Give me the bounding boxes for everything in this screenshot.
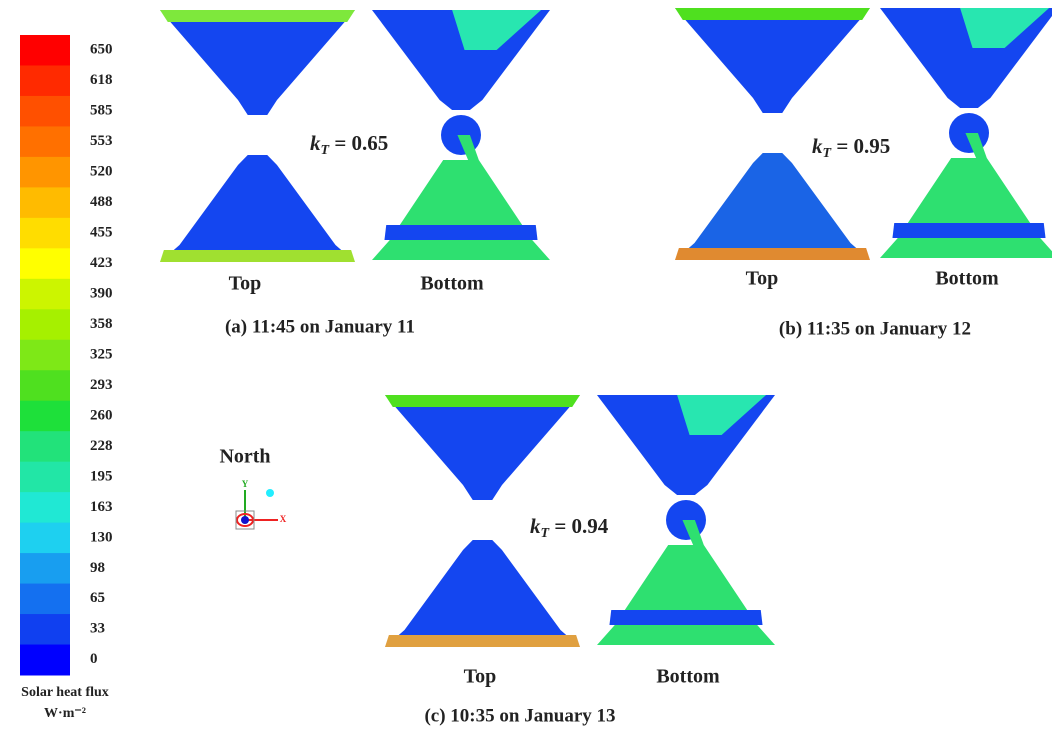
colorbar-tick-label: 423: [90, 255, 113, 271]
colorbar-band: [20, 96, 70, 127]
colorbar-band: [20, 614, 70, 645]
surface: [385, 395, 580, 407]
caption: (c) 10:35 on January 13: [424, 705, 615, 726]
surface: [160, 10, 355, 22]
axis-y-label: Y: [242, 479, 249, 489]
colorbar-tick-label: 260: [90, 407, 113, 423]
colorbar-band: [20, 553, 70, 584]
surface: [675, 8, 870, 20]
colorbar-band: [20, 65, 70, 96]
kt-var: k: [530, 514, 541, 538]
caption: (a) 11:45 on January 11: [225, 316, 415, 337]
colorbar-tick-label: 520: [90, 164, 113, 180]
colorbar-tick-label: 585: [90, 103, 113, 119]
kt-text: = 0.94: [549, 514, 609, 538]
colorbar-tick-label: 0: [90, 651, 98, 667]
colorbar-tick-label: 293: [90, 377, 113, 393]
colorbar-tick-label: 390: [90, 285, 113, 301]
colorbar-tick-label: 33: [90, 621, 105, 637]
caption: (b) 11:35 on January 12: [779, 318, 971, 339]
colorbar-tick-label: 195: [90, 468, 113, 484]
colorbar-tick-label: 98: [90, 560, 105, 576]
colorbar-tick-label: 65: [90, 590, 105, 606]
colorbar-title: Solar heat flux: [21, 685, 109, 700]
colorbar-tick-label: 130: [90, 529, 113, 545]
colorbar-band: [20, 492, 70, 523]
surface: [892, 223, 1045, 238]
surface: [675, 248, 870, 260]
colorbar-band: [20, 462, 70, 493]
colorbar-band: [20, 401, 70, 432]
bottom-label: Bottom: [656, 666, 720, 688]
kt-text: = 0.65: [329, 131, 388, 155]
colorbar-band: [20, 157, 70, 188]
colorbar-tick-label: 358: [90, 316, 113, 332]
bottom-label: Bottom: [420, 273, 484, 295]
colorbar-tick-label: 650: [90, 42, 113, 58]
figure: 6506185855535204884554233903583252932602…: [0, 0, 1052, 731]
colorbar-tick-label: 228: [90, 438, 113, 454]
colorbar-tick-label: 618: [90, 72, 113, 88]
colorbar-band: [20, 35, 70, 66]
colorbar-band: [20, 126, 70, 157]
colorbar-band: [20, 645, 70, 676]
bottom-label: Bottom: [935, 268, 999, 290]
colorbar-band: [20, 340, 70, 371]
colorbar-band: [20, 309, 70, 340]
axis-x-label: X: [280, 514, 287, 524]
kt-var: k: [812, 134, 823, 158]
colorbar-band: [20, 523, 70, 554]
colorbar-band: [20, 279, 70, 310]
top-label: Top: [746, 268, 779, 290]
surface: [609, 610, 762, 625]
colorbar-tick-label: 325: [90, 346, 113, 362]
kt-var: k: [310, 131, 321, 155]
colorbar-band: [20, 370, 70, 401]
top-label: Top: [229, 273, 262, 295]
colorbar-tick-label: 553: [90, 133, 113, 149]
compass-label: North: [219, 446, 270, 468]
top-label: Top: [464, 666, 497, 688]
surface: [160, 250, 355, 262]
colorbar-tick-label: 455: [90, 225, 113, 241]
colorbar-band: [20, 431, 70, 462]
surface: [384, 225, 537, 240]
kt-text: = 0.95: [831, 134, 890, 158]
colorbar-band: [20, 218, 70, 249]
colorbar-band: [20, 248, 70, 279]
colorbar-band: [20, 584, 70, 615]
surface: [385, 635, 580, 647]
colorbar-band: [20, 187, 70, 218]
colorbar-tick-label: 488: [90, 194, 113, 210]
colorbar-unit: W·m⁻²: [44, 706, 86, 721]
colorbar-tick-label: 163: [90, 499, 113, 515]
